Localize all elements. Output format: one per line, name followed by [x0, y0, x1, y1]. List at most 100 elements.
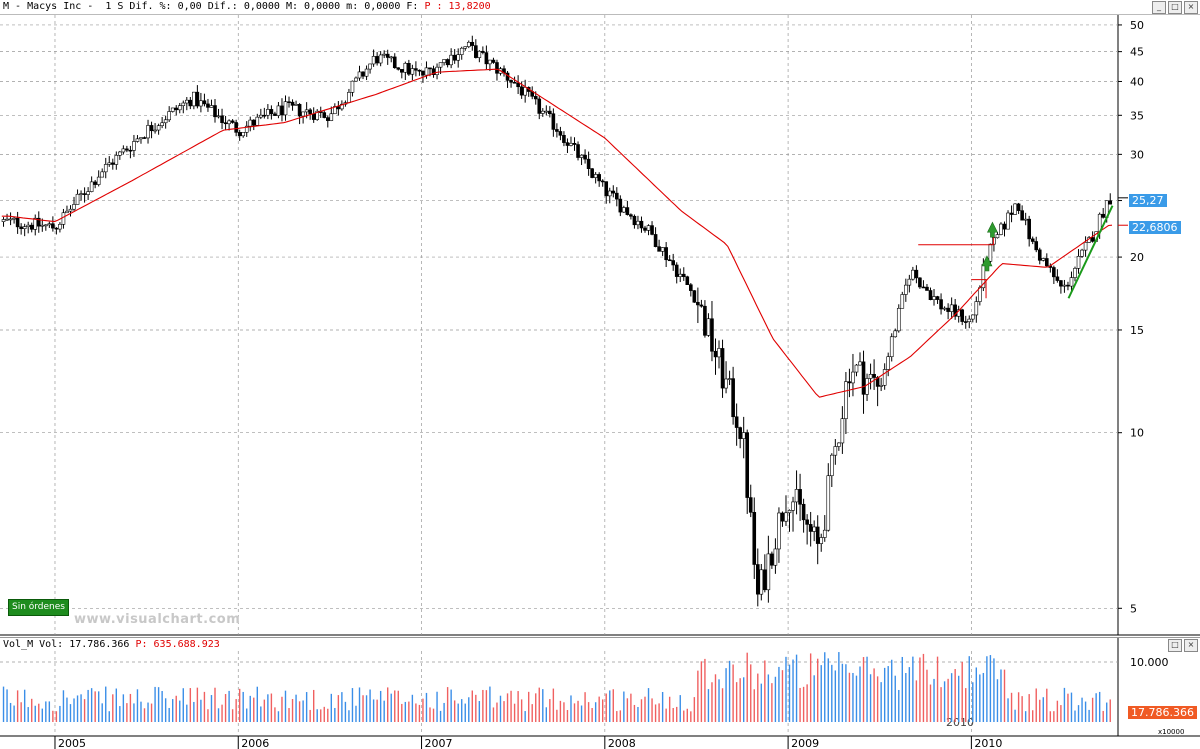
candle-body [297, 104, 302, 117]
moving-average-tag: 22,6806 [1129, 221, 1181, 234]
candle-body [382, 53, 386, 56]
candle-body [805, 519, 809, 525]
candle-body [241, 132, 245, 137]
candle-body [734, 416, 739, 428]
candle-body [988, 243, 993, 262]
candle-body [65, 210, 69, 214]
candle-body [329, 113, 334, 121]
candle-body [153, 129, 157, 132]
candle-body [1076, 256, 1081, 269]
volume-tick-label: 10.000 [1130, 656, 1169, 669]
candle-body [865, 378, 869, 395]
chart-header-info: M - Macys Inc - 1 S Dif. %: 0,00 Dif.: 0… [3, 0, 491, 14]
candle-body [939, 299, 943, 310]
candle-body [1055, 276, 1060, 281]
candle-body [378, 54, 383, 64]
candle-body [449, 54, 453, 66]
candle-body [114, 155, 119, 165]
candles-group [1, 35, 1113, 607]
candle-body [840, 418, 845, 444]
candle-body [970, 314, 975, 320]
candle-body [629, 214, 633, 217]
candle-body [192, 91, 196, 107]
x-tick-label: 2007 [425, 737, 453, 749]
candle-body [29, 224, 34, 230]
candle-body [914, 269, 919, 279]
candle-body [223, 122, 228, 125]
candle-body [632, 215, 637, 226]
candle-body [347, 92, 351, 103]
volume-maximize-button[interactable]: □ [1168, 639, 1182, 652]
volume-close-button[interactable]: × [1184, 639, 1198, 652]
candle-body [308, 109, 312, 115]
candle-body [442, 59, 446, 63]
candle-body [68, 208, 73, 212]
candle-body [199, 100, 203, 107]
minimize-button[interactable]: _ [1152, 1, 1166, 14]
candle-body [516, 82, 520, 88]
candle-body [89, 181, 94, 192]
candle-body [103, 164, 108, 173]
candle-body [569, 142, 573, 146]
breakout-line-upper [918, 232, 994, 246]
candle-body [311, 113, 316, 120]
candle-body [593, 174, 598, 178]
candle-body [540, 110, 545, 114]
candle-body [244, 125, 249, 133]
candle-body [1062, 284, 1067, 287]
candle-body [75, 193, 80, 205]
candle-body [1045, 258, 1049, 267]
buy-signal-arrow [981, 255, 993, 272]
candle-body [868, 373, 873, 379]
candle-body [421, 70, 425, 76]
close-button[interactable]: × [1184, 1, 1198, 14]
candle-body [234, 122, 238, 133]
y-tick-label: 15 [1130, 324, 1144, 337]
candle-body [942, 307, 947, 310]
candle-body [1013, 203, 1017, 215]
candle-body [787, 510, 792, 514]
window-controls: _ □ × [1152, 1, 1198, 14]
candle-body [1073, 268, 1077, 278]
candle-body [491, 59, 496, 63]
orders-status-badge[interactable]: Sin órdenes [8, 599, 69, 616]
volume-bars-group [2, 652, 1111, 722]
candle-body [911, 269, 915, 280]
candle-body [371, 56, 376, 65]
maximize-button[interactable]: □ [1168, 1, 1182, 14]
candle-body [392, 56, 397, 69]
candle-body [907, 278, 912, 286]
candle-body [1009, 212, 1014, 215]
candle-body [82, 193, 87, 195]
candle-body [921, 286, 926, 289]
candle-body [488, 59, 492, 65]
candle-body [935, 296, 940, 300]
candle-body [100, 171, 105, 178]
candle-body [206, 103, 210, 108]
candle-body [882, 369, 887, 386]
candle-body [477, 50, 482, 58]
candle-body [562, 135, 566, 143]
candle-body [1052, 267, 1056, 278]
candle-body [992, 237, 996, 245]
candle-body [220, 115, 224, 123]
candle-body [833, 446, 838, 456]
candle-body [400, 69, 404, 73]
candle-body [325, 117, 330, 121]
candle-body [523, 87, 527, 96]
candle-body [773, 548, 778, 566]
candle-body [724, 378, 728, 389]
x-tick-label: 2009 [791, 737, 819, 749]
candle-body [121, 148, 126, 153]
candle-body [61, 212, 66, 225]
candle-body [1034, 241, 1039, 251]
candle-body [745, 432, 750, 498]
candle-body [54, 227, 59, 230]
candle-body [720, 348, 725, 389]
candle-body [36, 217, 41, 227]
candle-body [780, 512, 785, 522]
candle-body [696, 301, 700, 306]
y-tick-label: 35 [1130, 109, 1144, 122]
candle-body [851, 371, 855, 384]
